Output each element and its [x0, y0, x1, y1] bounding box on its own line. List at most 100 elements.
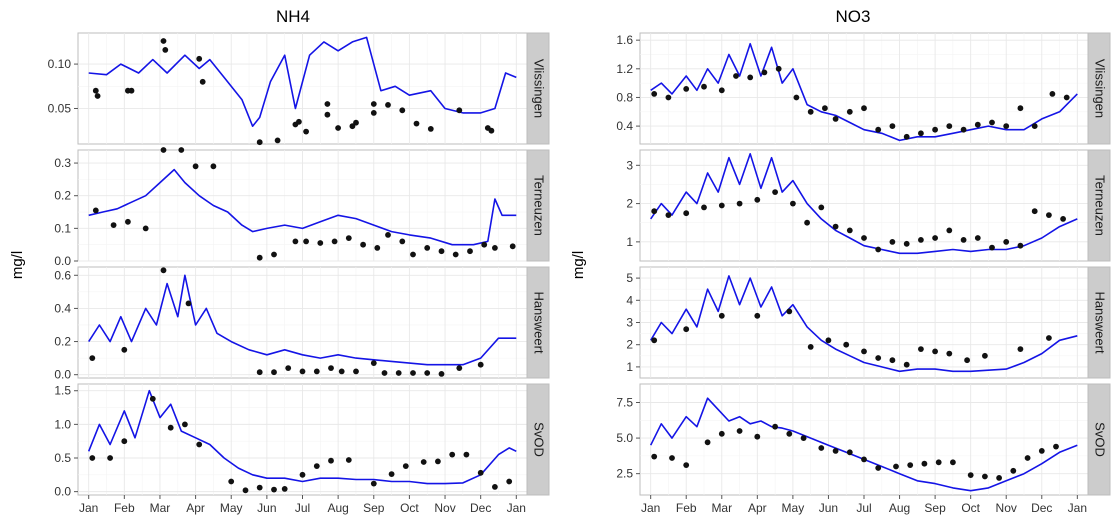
x-tick-label: Aug	[327, 501, 348, 515]
observation-point	[374, 245, 381, 251]
observation-point	[946, 227, 953, 234]
observation-point	[353, 119, 359, 126]
observation-point	[424, 245, 431, 251]
observation-point	[736, 200, 743, 207]
observation-point	[775, 65, 782, 72]
y-tick-label: 1	[626, 235, 633, 249]
observation-point	[324, 101, 331, 107]
observation-point	[210, 163, 217, 170]
strip-background	[526, 383, 550, 496]
y-tick-label: 0.5	[54, 451, 71, 465]
observation-point	[410, 251, 416, 258]
y-tick-label: 5	[626, 271, 633, 285]
x-tick-label: Jul	[856, 501, 871, 515]
y-axis-label-nh4: mg/l	[9, 251, 26, 279]
observation-point	[718, 430, 725, 437]
observation-point	[477, 361, 484, 368]
observation-point	[903, 240, 910, 247]
x-tick-label: May	[220, 501, 243, 515]
y-tick-label: 0.10	[48, 57, 72, 71]
strip-label-vlissingen: Vlissingen	[1093, 59, 1108, 118]
observation-point	[228, 478, 235, 485]
observation-point	[1031, 123, 1038, 129]
y-tick-label: 0.4	[54, 301, 71, 315]
x-tick-label: Oct	[400, 501, 419, 515]
observation-point	[843, 341, 850, 348]
observation-point	[89, 355, 96, 361]
observation-point	[467, 248, 473, 255]
observation-point	[160, 147, 167, 153]
observation-point	[921, 460, 928, 467]
observation-point	[974, 121, 981, 128]
observation-point	[285, 365, 292, 371]
observation-point	[192, 163, 199, 170]
observation-point	[701, 204, 707, 211]
observation-point	[736, 428, 743, 434]
observation-point	[196, 441, 203, 448]
observation-point	[733, 73, 739, 79]
observation-point	[683, 86, 690, 92]
observation-point	[1063, 94, 1070, 101]
observation-point	[370, 101, 377, 107]
observation-point	[960, 126, 967, 133]
observation-point	[832, 223, 839, 230]
y-tick-label: 2	[626, 338, 633, 352]
observation-point	[683, 326, 690, 333]
observation-point	[754, 196, 761, 203]
observation-point	[918, 237, 924, 243]
y-tick-label: 7.5	[616, 396, 633, 410]
x-tick-label: Jul	[295, 501, 310, 515]
observation-point	[651, 453, 658, 460]
y-tick-label: 0.8	[616, 90, 633, 104]
observation-point	[162, 47, 169, 53]
observation-point	[506, 478, 513, 485]
strip-background	[526, 149, 550, 262]
observation-point	[861, 456, 867, 463]
observation-point	[669, 455, 675, 461]
observation-point	[665, 94, 672, 101]
observation-point	[452, 251, 459, 258]
observation-point	[110, 222, 117, 229]
y-tick-label: 1	[626, 360, 633, 374]
observation-point	[256, 139, 263, 146]
observation-point	[492, 484, 498, 490]
x-tick-label: Jun	[819, 501, 838, 515]
y-tick-label: 0.4	[616, 119, 633, 133]
observation-point	[125, 218, 131, 225]
y-axis-label-no3: mg/l	[570, 251, 587, 279]
strip-background	[1087, 32, 1111, 145]
observation-point	[761, 69, 768, 76]
strip-background	[526, 32, 550, 145]
observation-point	[1038, 448, 1045, 454]
observation-point	[370, 480, 377, 487]
y-tick-label: 0.0	[54, 368, 71, 382]
observation-point	[256, 369, 263, 376]
observation-point	[449, 451, 456, 458]
observation-point	[481, 241, 488, 248]
observation-point	[861, 105, 867, 112]
observation-point	[651, 91, 658, 97]
observation-point	[718, 87, 725, 94]
observation-point	[964, 357, 970, 364]
observation-point	[665, 212, 672, 219]
observation-point	[1003, 123, 1010, 129]
y-tick-label: 0.1	[54, 221, 71, 235]
observation-point	[889, 123, 896, 129]
observation-point	[185, 300, 192, 307]
panel-nh4-terneuzen: 0.0 0.1 0.2 0.3 Terneuzen	[54, 147, 550, 268]
observation-point	[182, 421, 188, 428]
x-tick-label: Dec	[470, 501, 491, 515]
x-tick-label: Apr	[748, 501, 767, 515]
y-tick-label: 1.0	[54, 417, 71, 431]
observation-point	[1003, 239, 1010, 245]
observation-point	[381, 370, 388, 376]
strip-label-svod: SvOD	[1093, 422, 1108, 457]
observation-point	[420, 459, 427, 465]
model-line	[649, 397, 1078, 492]
observation-point	[399, 238, 406, 245]
y-tick-label: 0.05	[48, 101, 72, 115]
strip-label-hansweert: Hansweert	[1093, 291, 1108, 354]
model-line	[88, 168, 517, 246]
y-tick-label: 0.0	[54, 485, 71, 499]
observation-point	[299, 471, 306, 478]
